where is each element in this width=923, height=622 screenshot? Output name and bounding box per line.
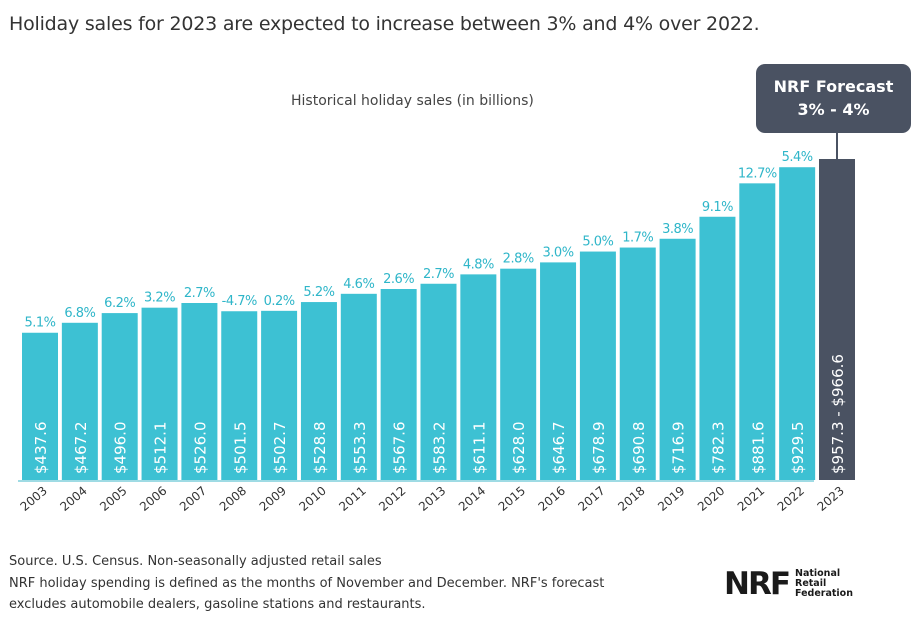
bar-value-label: $678.9 <box>590 422 608 475</box>
bar <box>380 289 417 480</box>
logo-line: National <box>795 568 841 579</box>
bar <box>739 183 776 480</box>
growth-label: 4.6% <box>343 277 374 292</box>
callout-range: 3% - 4% <box>797 100 870 119</box>
x-tick-label: 2009 <box>257 484 289 514</box>
growth-label: 3.2% <box>144 291 175 306</box>
bar-value-label: $881.6 <box>749 422 767 475</box>
bar <box>579 251 616 480</box>
bar <box>420 283 457 480</box>
growth-label: 2.6% <box>383 272 414 287</box>
bar <box>500 268 537 480</box>
footnote-source: Source. U.S. Census. Non-seasonally adju… <box>9 554 382 569</box>
growth-label: 3.0% <box>543 245 574 260</box>
footnote-definition: NRF holiday spending is defined as the m… <box>9 576 605 591</box>
x-tick-label: 2011 <box>336 484 368 514</box>
bar-value-label: $528.8 <box>311 422 329 475</box>
x-tick-label: 2015 <box>496 484 528 514</box>
growth-label: -4.7% <box>222 294 257 309</box>
x-tick-label: 2006 <box>137 484 169 514</box>
bar-value-label: $646.7 <box>550 422 568 475</box>
x-tick-label: 2014 <box>456 484 488 514</box>
headline: Holiday sales for 2023 are expected to i… <box>9 13 760 35</box>
chart-title: Historical holiday sales (in billions) <box>291 93 534 109</box>
bar <box>619 247 656 480</box>
bar-value-label: $526.0 <box>191 422 209 475</box>
growth-label: 9.1% <box>702 200 733 215</box>
bar <box>101 313 138 480</box>
x-tick-label: 2022 <box>775 484 807 514</box>
x-tick-label: 2012 <box>376 484 408 514</box>
bar <box>460 274 497 480</box>
x-tick-label: 2018 <box>615 484 647 514</box>
growth-label: 3.8% <box>662 222 693 237</box>
growth-label: 6.2% <box>104 296 135 311</box>
growth-label: 2.7% <box>184 286 215 301</box>
forecast-bar <box>819 159 855 480</box>
bar-value-label: $583.2 <box>431 422 449 475</box>
bar-value-label: $782.3 <box>709 422 727 475</box>
x-tick-label: 2010 <box>296 484 328 514</box>
bar <box>540 262 577 480</box>
bar-value-label: $957.3 - $966.6 <box>829 354 847 474</box>
growth-label: 5.0% <box>582 235 613 250</box>
bar-value-label: $929.5 <box>789 422 807 475</box>
logo-mark: NRF <box>724 566 791 602</box>
bar-value-label: $611.1 <box>470 422 488 475</box>
bar <box>261 310 298 480</box>
bar-value-label: $467.2 <box>72 422 90 475</box>
bar <box>221 311 258 480</box>
bar-value-label: $501.5 <box>231 422 249 475</box>
bar <box>699 216 736 480</box>
x-tick-label: 2017 <box>575 484 607 514</box>
growth-label: 4.8% <box>463 257 494 272</box>
x-tick-label: 2003 <box>18 484 50 514</box>
growth-label: 5.1% <box>24 316 55 331</box>
bar-value-label: $567.6 <box>391 422 409 475</box>
bar-value-label: $716.9 <box>670 422 688 475</box>
logo-line: Federation <box>795 588 853 599</box>
bar-value-label: $628.0 <box>510 422 528 475</box>
bar-value-label: $690.8 <box>630 422 648 475</box>
x-tick-label: 2016 <box>536 484 568 514</box>
logo-line: Retail <box>795 578 827 589</box>
bar <box>61 322 98 480</box>
bar <box>340 293 377 480</box>
bar <box>22 332 58 480</box>
x-tick-label: 2013 <box>416 484 448 514</box>
growth-label: 2.7% <box>423 267 454 282</box>
footnote-exclusions: excludes automobile dealers, gasoline st… <box>9 597 426 612</box>
x-tick-label: 2023 <box>815 484 847 514</box>
x-tick-label: 2004 <box>57 484 89 514</box>
growth-label: 5.4% <box>782 150 813 165</box>
nrf-logo: NRF National Retail Federation <box>724 566 853 602</box>
forecast-callout: NRF Forecast 3% - 4% <box>756 64 911 133</box>
bar <box>779 167 816 480</box>
callout-title: NRF Forecast <box>773 77 894 96</box>
growth-label: 1.7% <box>622 231 653 246</box>
x-tick-label: 2007 <box>177 484 209 514</box>
bar-value-label: $496.0 <box>112 422 130 475</box>
bar-value-label: $437.6 <box>32 422 50 475</box>
bar-value-label: $553.3 <box>351 422 369 475</box>
growth-label: 2.8% <box>503 252 534 267</box>
bar <box>181 303 218 480</box>
bar <box>300 302 337 480</box>
bar-value-label: $512.1 <box>152 422 170 475</box>
bar <box>659 238 696 480</box>
x-tick-label: 2020 <box>695 484 727 514</box>
bar <box>141 307 178 480</box>
x-tick-label: 2005 <box>97 484 129 514</box>
growth-label: 0.2% <box>264 294 295 309</box>
growth-label: 5.2% <box>303 285 334 300</box>
growth-label: 12.7% <box>738 166 777 181</box>
growth-label: 6.8% <box>64 306 95 321</box>
x-tick-label: 2019 <box>655 484 687 514</box>
bar-value-label: $502.7 <box>271 422 289 475</box>
x-tick-label: 2008 <box>217 484 249 514</box>
logo-text: National Retail Federation <box>795 569 853 599</box>
x-tick-label: 2021 <box>735 484 767 514</box>
